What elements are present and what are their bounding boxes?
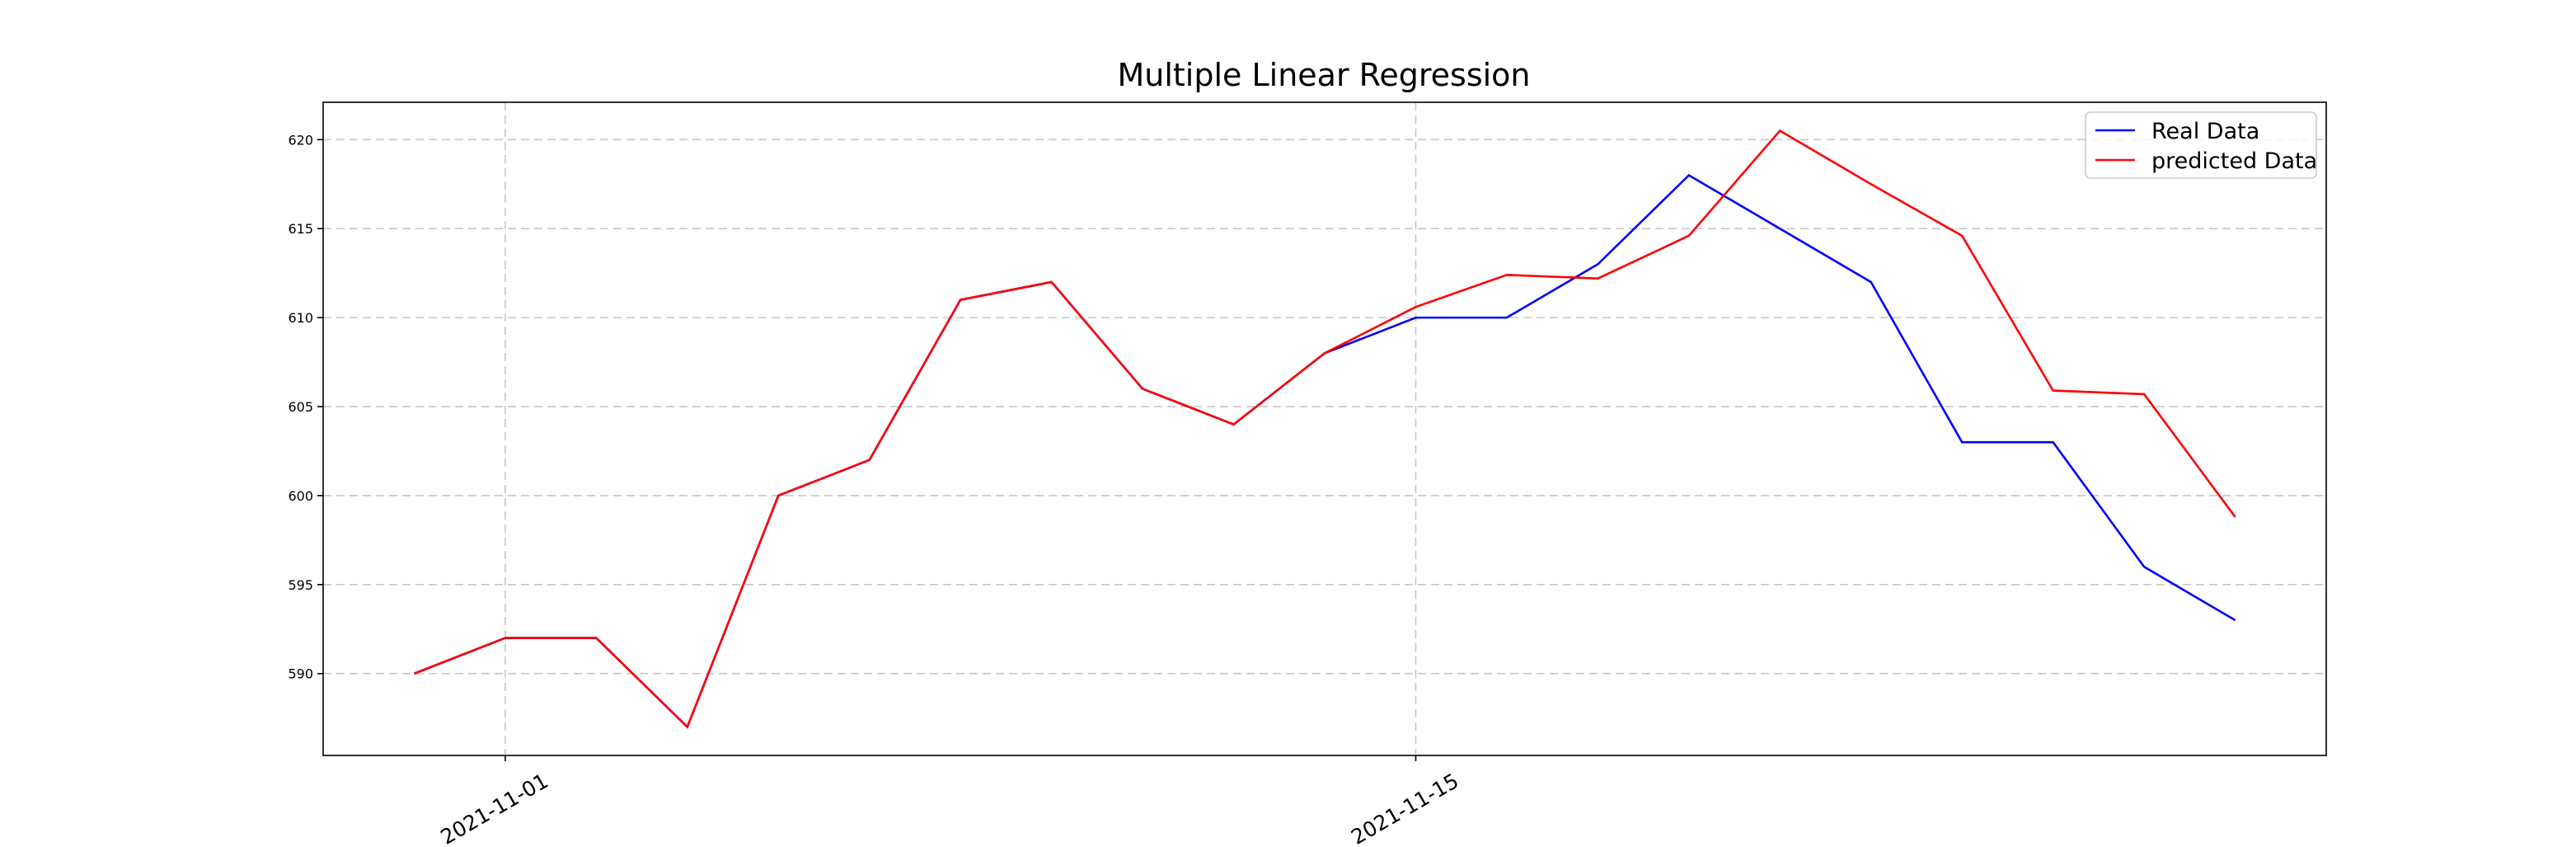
y-tick-label: 605 bbox=[288, 399, 313, 415]
y-tick-label: 595 bbox=[288, 577, 313, 593]
legend-label: predicted Data bbox=[2151, 148, 2317, 174]
y-tick-label: 590 bbox=[288, 666, 313, 682]
y-tick-label: 600 bbox=[288, 488, 313, 504]
legend-label: Real Data bbox=[2151, 119, 2259, 144]
y-tick-label: 615 bbox=[288, 221, 313, 237]
plot-frame bbox=[322, 101, 2327, 756]
y-tick-label: 620 bbox=[288, 132, 313, 148]
chart-title: Multiple Linear Regression bbox=[1117, 57, 1530, 93]
y-tick-label: 610 bbox=[288, 310, 313, 326]
legend-box bbox=[2085, 111, 2317, 179]
data-line bbox=[413, 129, 2236, 729]
